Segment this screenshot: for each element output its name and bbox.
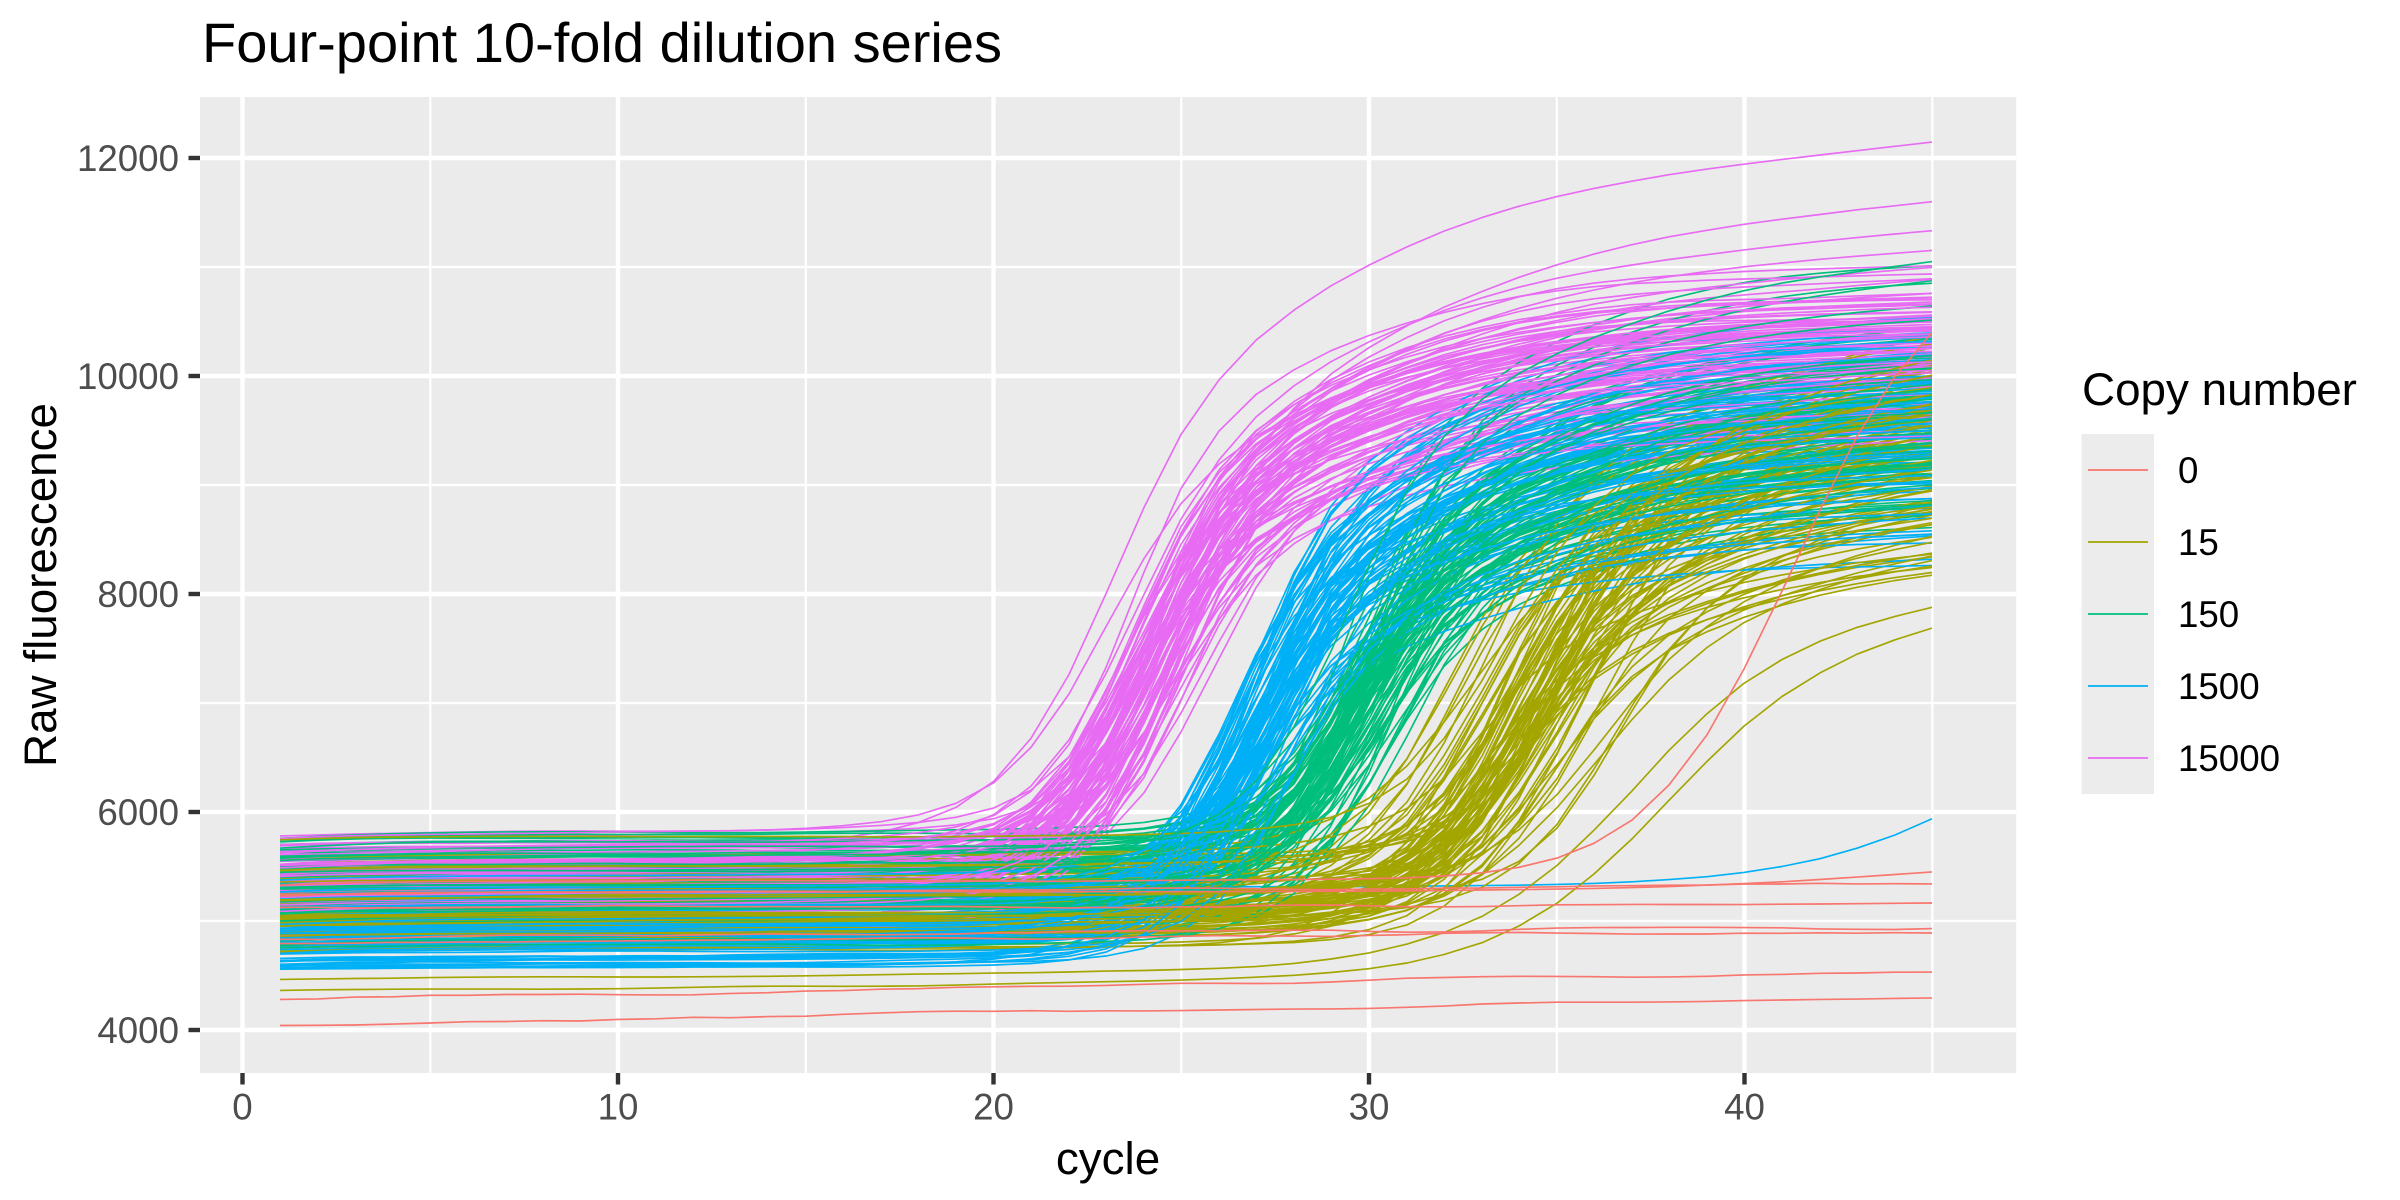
svg-text:12000: 12000: [77, 138, 179, 179]
svg-text:4000: 4000: [97, 1010, 179, 1051]
svg-text:Raw fluorescence: Raw fluorescence: [15, 403, 66, 767]
svg-text:cycle: cycle: [1056, 1133, 1160, 1184]
svg-text:150: 150: [2178, 594, 2239, 635]
svg-text:1500: 1500: [2178, 666, 2260, 707]
svg-text:0: 0: [2178, 450, 2198, 491]
svg-text:8000: 8000: [97, 574, 179, 615]
svg-text:Copy number: Copy number: [2082, 364, 2357, 415]
svg-text:20: 20: [973, 1087, 1014, 1128]
svg-text:0: 0: [232, 1087, 252, 1128]
svg-text:Four-point 10-fold dilution se: Four-point 10-fold dilution series: [202, 11, 1002, 74]
svg-text:40: 40: [1724, 1087, 1765, 1128]
svg-text:30: 30: [1349, 1087, 1390, 1128]
svg-text:15000: 15000: [2178, 738, 2280, 779]
svg-text:6000: 6000: [97, 792, 179, 833]
svg-text:10: 10: [598, 1087, 639, 1128]
svg-text:15: 15: [2178, 522, 2219, 563]
svg-text:10000: 10000: [77, 356, 179, 397]
